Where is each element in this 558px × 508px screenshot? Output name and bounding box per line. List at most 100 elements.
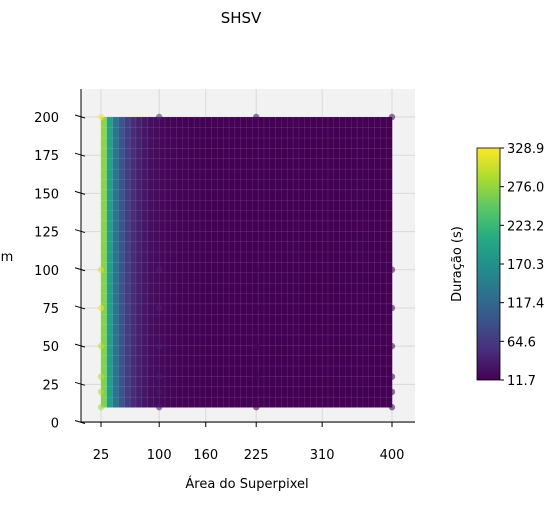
surface-cell: [193, 303, 201, 315]
surface-cell: [240, 137, 248, 149]
surface-cell: [327, 199, 335, 211]
surface-cell: [310, 147, 317, 160]
surface-cell: [141, 261, 149, 274]
surface-cell: [176, 220, 184, 232]
surface-cell: [269, 282, 277, 294]
surface-cell: [129, 210, 137, 222]
surface-cell: [124, 199, 131, 211]
surface-cell: [141, 396, 149, 408]
surface-cell: [275, 292, 282, 305]
surface-cell: [135, 137, 143, 149]
surface-cell: [246, 241, 253, 253]
surface-cell: [257, 189, 265, 201]
surface-cell: [310, 158, 317, 170]
surface-cell: [193, 324, 201, 336]
surface-cell: [246, 230, 253, 242]
surface-cell: [199, 313, 207, 325]
surface-cell: [182, 344, 189, 356]
surface-cell: [182, 396, 189, 408]
surface-cell: [351, 365, 358, 377]
surface-cell: [188, 292, 195, 305]
surface-cell: [211, 137, 218, 149]
surface-cell: [129, 396, 137, 408]
surface-cell: [205, 292, 213, 305]
surface-cell: [310, 292, 317, 305]
surface-cell: [252, 251, 259, 263]
surface-cell: [275, 241, 282, 253]
x-tick-label: 400: [380, 448, 405, 463]
surface-cell: [124, 282, 131, 294]
surface-cell: [281, 137, 288, 149]
chart-title: SHSV: [221, 9, 262, 27]
x-tick-label: 160: [193, 448, 218, 463]
surface-cell: [298, 127, 306, 139]
surface-cell: [286, 344, 294, 356]
surface-cell: [170, 344, 178, 356]
surface-cell: [310, 334, 317, 346]
surface-cell: [164, 178, 172, 191]
surface-cell: [112, 324, 120, 336]
surface-cell: [333, 313, 341, 325]
surface-cell: [124, 355, 131, 367]
surface-cell: [316, 116, 323, 128]
surface-cell: [374, 344, 381, 356]
surface-cell: [228, 396, 236, 408]
surface-cell: [118, 127, 125, 139]
surface-cell: [176, 292, 184, 305]
y-tick-label: 25: [42, 378, 59, 393]
surface-cell: [310, 375, 317, 388]
surface-cell: [176, 241, 184, 253]
surface-cell: [327, 282, 335, 294]
surface-cell: [112, 158, 120, 170]
surface-cell: [199, 344, 207, 356]
surface-cell: [129, 355, 137, 367]
surface-cell: [240, 365, 248, 377]
surface-cell: [327, 334, 335, 346]
surface-cell: [100, 210, 108, 222]
surface-cell: [222, 386, 230, 398]
surface-cell: [164, 282, 172, 294]
surface-cell: [351, 147, 358, 160]
surface-cell: [356, 158, 364, 170]
surface-cell: [182, 272, 189, 284]
surface-cell: [100, 127, 108, 139]
surface-cell: [124, 261, 131, 274]
surface-cell: [252, 324, 259, 336]
colorbar-label: Duração (s): [450, 226, 465, 302]
surface-cell: [316, 220, 323, 232]
x-tick-label: 225: [244, 448, 269, 463]
surface-cell: [240, 168, 248, 180]
surface-cell: [118, 365, 125, 377]
surface-cell: [257, 365, 265, 377]
surface-cell: [188, 375, 195, 388]
surface-cell: [158, 199, 166, 211]
surface-cell: [292, 147, 300, 160]
surface-cell: [112, 272, 120, 284]
surface-cell: [304, 344, 312, 356]
surface-cell: [292, 272, 300, 284]
surface-cell: [234, 178, 242, 191]
surface-cell: [356, 116, 364, 128]
surface-cell: [263, 220, 271, 232]
surface-cell: [193, 355, 201, 367]
surface-cell: [228, 282, 236, 294]
surface-cell: [345, 396, 352, 408]
surface-cell: [182, 334, 189, 346]
surface-cell: [240, 116, 248, 128]
surface-cell: [292, 251, 300, 263]
surface-cell: [170, 168, 178, 180]
surface-cell: [106, 178, 114, 191]
surface-cell: [118, 199, 125, 211]
surface-cell: [292, 303, 300, 315]
surface-cell: [385, 147, 393, 160]
surface-cell: [351, 334, 358, 346]
surface-cell: [362, 147, 370, 160]
y-tick-label: 75: [42, 302, 59, 317]
surface-cell: [286, 178, 294, 191]
surface-cell: [234, 116, 242, 128]
surface-cell: [112, 116, 120, 128]
surface-cell: [199, 386, 207, 398]
surface-cell: [380, 272, 387, 284]
surface-cell: [281, 386, 288, 398]
surface: [100, 116, 393, 408]
